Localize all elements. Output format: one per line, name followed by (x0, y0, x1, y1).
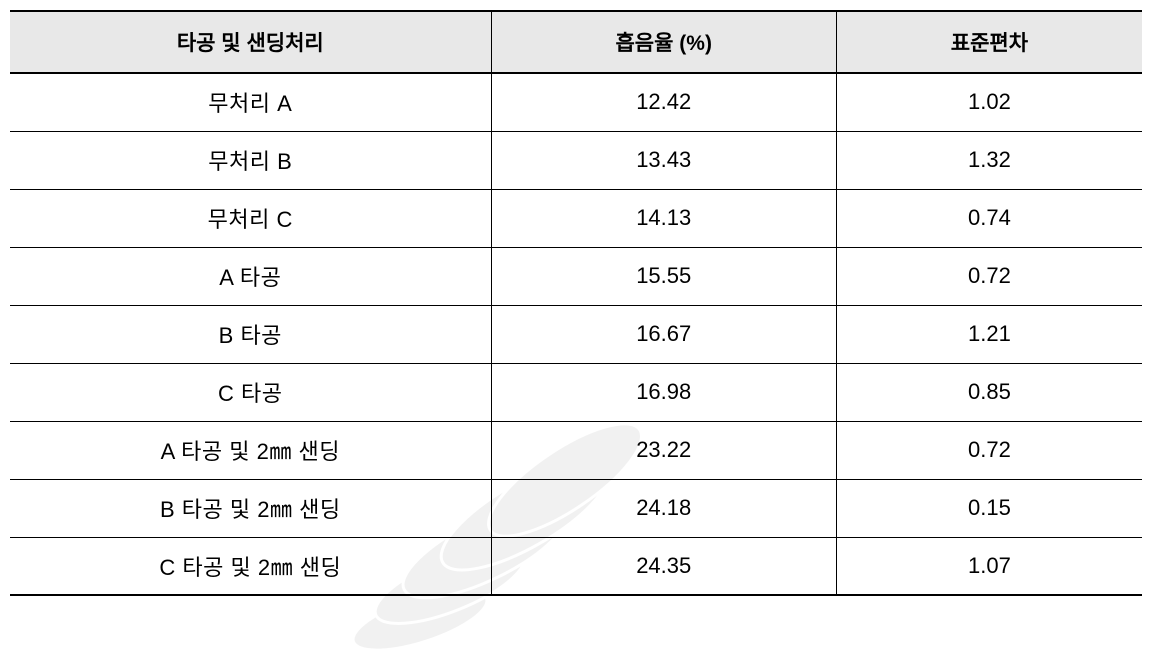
cell-absorption: 24.18 (491, 479, 836, 537)
cell-treatment: 무처리 B (10, 131, 491, 189)
table-row: 무처리 A12.421.02 (10, 73, 1142, 131)
table-row: 무처리 C14.130.74 (10, 189, 1142, 247)
table-row: B 타공16.671.21 (10, 305, 1142, 363)
cell-stddev: 1.21 (836, 305, 1142, 363)
table-row: 무처리 B13.431.32 (10, 131, 1142, 189)
cell-absorption: 16.67 (491, 305, 836, 363)
cell-treatment: A 타공 및 2㎜ 샌딩 (10, 421, 491, 479)
cell-treatment: 무처리 C (10, 189, 491, 247)
cell-stddev: 0.72 (836, 421, 1142, 479)
header-row: 타공 및 샌딩처리 흡음율 (%) 표준편차 (10, 11, 1142, 73)
table-row: A 타공15.550.72 (10, 247, 1142, 305)
absorption-table: 타공 및 샌딩처리 흡음율 (%) 표준편차 무처리 A12.421.02무처리… (10, 10, 1142, 596)
cell-absorption: 12.42 (491, 73, 836, 131)
data-table-container: 타공 및 샌딩처리 흡음율 (%) 표준편차 무처리 A12.421.02무처리… (0, 0, 1152, 596)
table-row: A 타공 및 2㎜ 샌딩23.220.72 (10, 421, 1142, 479)
header-treatment: 타공 및 샌딩처리 (10, 11, 491, 73)
cell-treatment: B 타공 (10, 305, 491, 363)
table-row: C 타공 및 2㎜ 샌딩24.351.07 (10, 537, 1142, 595)
table-header: 타공 및 샌딩처리 흡음율 (%) 표준편차 (10, 11, 1142, 73)
cell-absorption: 15.55 (491, 247, 836, 305)
table-body: 무처리 A12.421.02무처리 B13.431.32무처리 C14.130.… (10, 73, 1142, 595)
table-row: C 타공16.980.85 (10, 363, 1142, 421)
cell-stddev: 0.72 (836, 247, 1142, 305)
cell-absorption: 13.43 (491, 131, 836, 189)
cell-stddev: 1.02 (836, 73, 1142, 131)
cell-stddev: 0.15 (836, 479, 1142, 537)
cell-treatment: B 타공 및 2㎜ 샌딩 (10, 479, 491, 537)
cell-treatment: 무처리 A (10, 73, 491, 131)
cell-stddev: 1.32 (836, 131, 1142, 189)
cell-absorption: 23.22 (491, 421, 836, 479)
cell-treatment: C 타공 (10, 363, 491, 421)
cell-absorption: 16.98 (491, 363, 836, 421)
cell-stddev: 0.85 (836, 363, 1142, 421)
cell-stddev: 0.74 (836, 189, 1142, 247)
table-row: B 타공 및 2㎜ 샌딩24.180.15 (10, 479, 1142, 537)
cell-absorption: 14.13 (491, 189, 836, 247)
cell-treatment: C 타공 및 2㎜ 샌딩 (10, 537, 491, 595)
header-stddev: 표준편차 (836, 11, 1142, 73)
cell-treatment: A 타공 (10, 247, 491, 305)
cell-absorption: 24.35 (491, 537, 836, 595)
cell-stddev: 1.07 (836, 537, 1142, 595)
header-absorption: 흡음율 (%) (491, 11, 836, 73)
